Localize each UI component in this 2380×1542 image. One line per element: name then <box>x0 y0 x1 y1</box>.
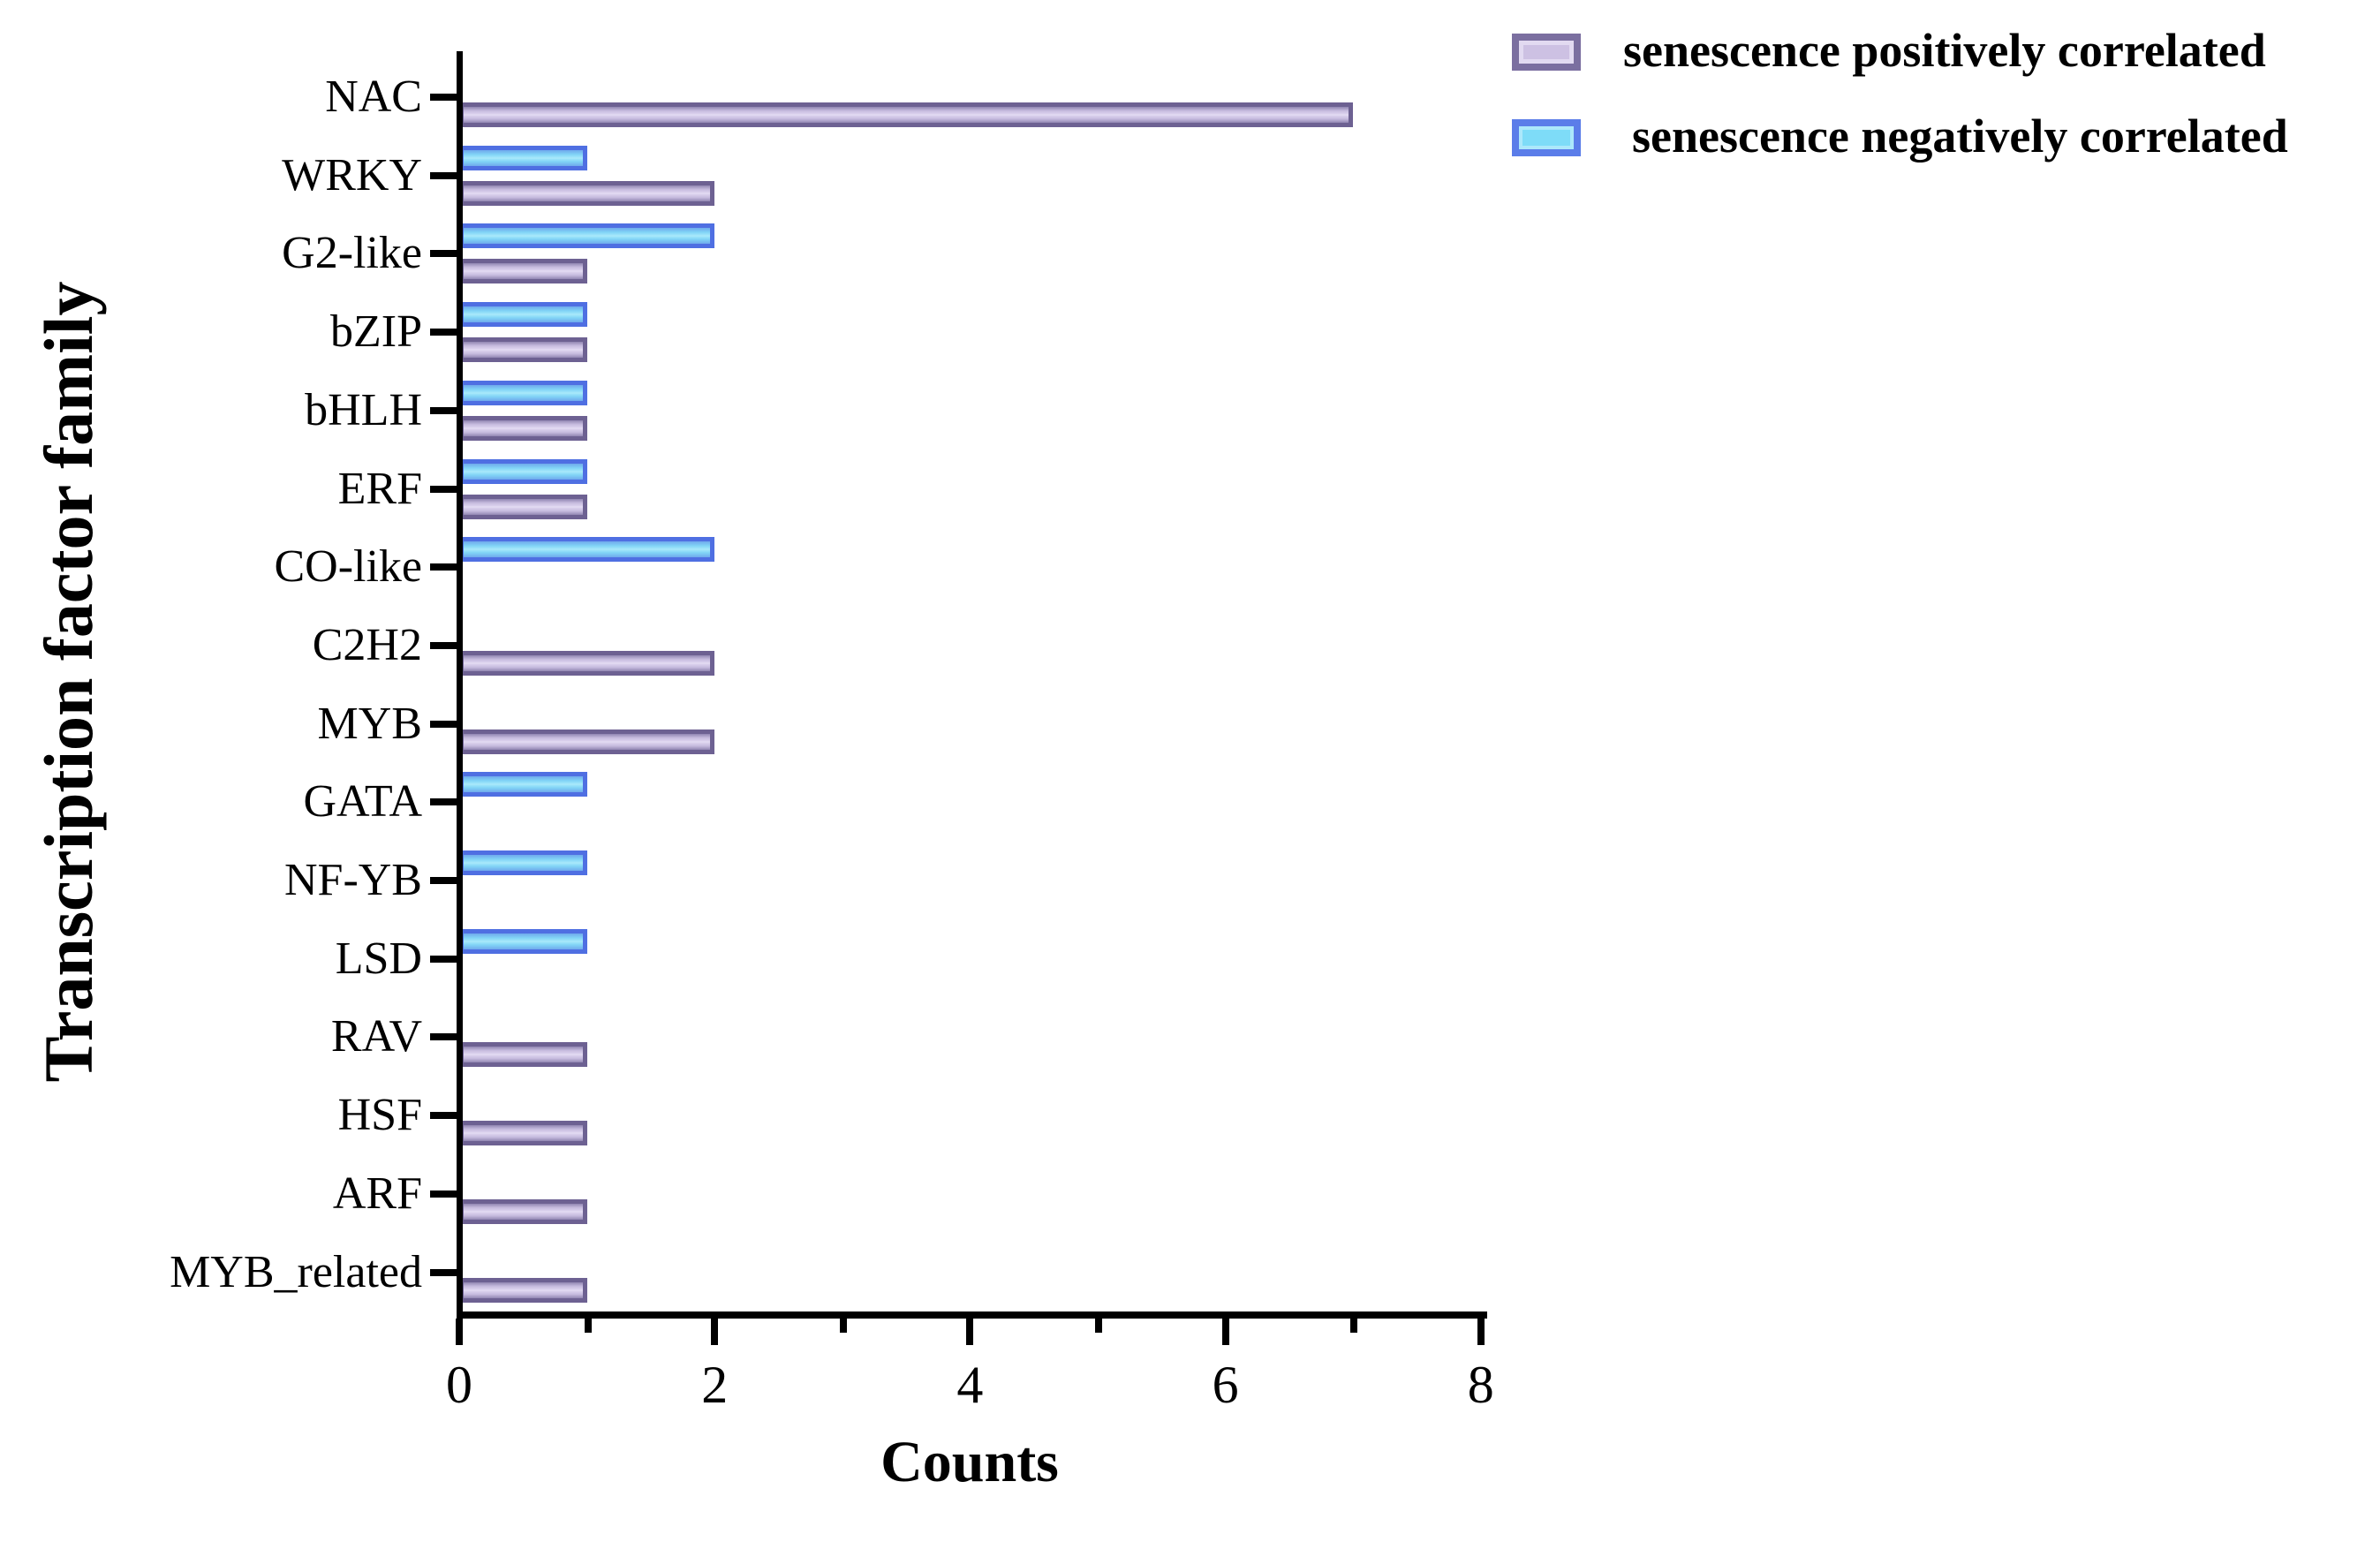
x-axis-title: Counts <box>880 1430 1059 1494</box>
y-axis-tick <box>430 250 457 258</box>
y-axis-tick <box>430 406 457 414</box>
bar-negative <box>459 772 587 797</box>
legend: senescence positively correlated senesce… <box>1512 0 2377 194</box>
category-label: RAV <box>330 1011 422 1062</box>
x-axis-minor-tick <box>839 1319 847 1333</box>
category-label: G2-like <box>282 228 422 279</box>
y-axis-tick <box>430 1033 457 1041</box>
category-label: NF-YB <box>283 855 422 905</box>
category-label: ARF <box>332 1168 422 1219</box>
y-axis-tick <box>430 1268 457 1276</box>
x-axis-minor-tick <box>584 1319 592 1333</box>
category-label: ERF <box>337 463 422 514</box>
category-label: WRKY <box>282 149 422 200</box>
x-tick-label: 0 <box>446 1356 472 1414</box>
category-label: bZIP <box>330 306 422 358</box>
x-axis-minor-tick <box>1350 1319 1358 1333</box>
category-label: bHLH <box>305 384 422 435</box>
bar-positive <box>459 180 715 206</box>
category-label: MYB_related <box>170 1246 422 1297</box>
y-axis-tick <box>430 1112 457 1120</box>
category-label: GATA <box>303 776 423 828</box>
x-axis-major-tick <box>456 1319 463 1345</box>
bar-positive <box>459 337 587 363</box>
bar-negative <box>459 458 587 484</box>
bar-positive <box>459 650 715 676</box>
bar-positive <box>459 494 587 519</box>
y-axis-tick <box>430 720 457 728</box>
legend-swatch-positive <box>1512 34 1581 71</box>
x-tick-label: 2 <box>701 1356 729 1414</box>
x-tick-label: 4 <box>956 1356 984 1414</box>
category-label: NAC <box>325 72 422 122</box>
bar-positive <box>459 259 587 284</box>
y-axis-tick <box>430 563 457 571</box>
bar-negative <box>459 928 587 954</box>
category-label: LSD <box>335 933 422 984</box>
category-label: MYB <box>317 698 422 749</box>
bar-negative <box>459 850 587 875</box>
x-axis-major-tick <box>1221 1319 1229 1345</box>
y-axis-tick <box>430 94 457 101</box>
bar-negative <box>459 302 587 328</box>
bar-positive <box>459 1121 587 1146</box>
y-axis-tick <box>430 641 457 649</box>
x-axis-major-tick <box>966 1319 974 1345</box>
bar-negative <box>459 223 715 249</box>
x-tick-label: 8 <box>1467 1356 1494 1414</box>
bar-negative <box>459 537 715 563</box>
x-axis-major-tick <box>711 1319 719 1345</box>
legend-label-positive: senescence positively correlated <box>1623 24 2266 77</box>
y-axis-tick <box>430 955 457 963</box>
category-label: HSF <box>337 1090 422 1141</box>
legend-label-negative: senescence negatively correlated <box>1632 110 2288 163</box>
bar-positive <box>459 102 1354 127</box>
bar-positive <box>459 1198 587 1224</box>
y-axis-tick <box>430 1190 457 1198</box>
x-axis-major-tick <box>1477 1319 1485 1345</box>
bar-positive <box>459 1042 587 1068</box>
x-axis-minor-tick <box>1095 1319 1102 1333</box>
bar-negative <box>459 145 587 170</box>
y-axis-tick <box>430 877 457 884</box>
category-label: CO-like <box>274 541 422 593</box>
legend-swatch-negative <box>1512 119 1581 156</box>
bar-positive <box>459 729 715 754</box>
x-axis-line <box>457 1311 1487 1319</box>
bar-negative <box>459 380 587 405</box>
category-label: C2H2 <box>312 619 422 670</box>
y-axis-tick <box>430 485 457 493</box>
y-axis-tick <box>430 329 457 336</box>
x-tick-label: 6 <box>1212 1356 1239 1414</box>
y-axis-line <box>457 51 463 1319</box>
y-axis-tick <box>430 798 457 806</box>
bar-positive <box>459 1277 587 1303</box>
bar-positive <box>459 415 587 441</box>
y-axis-tick <box>430 171 457 179</box>
